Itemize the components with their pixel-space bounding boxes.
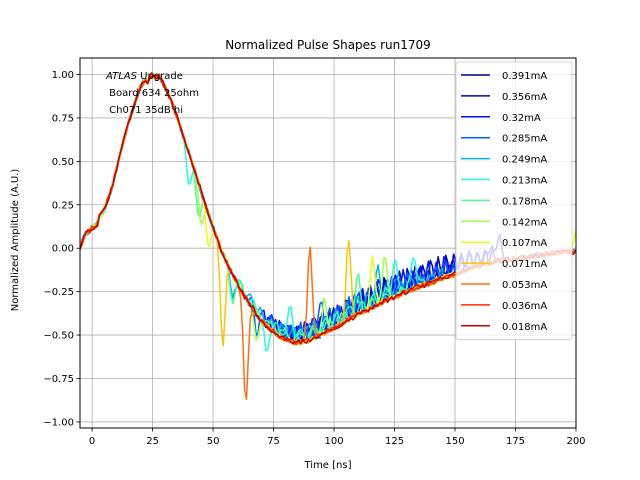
x-axis-label: Time [ns]	[303, 460, 351, 471]
legend-entry: 0.036mA	[461, 301, 547, 312]
chart-title: Normalized Pulse Shapes run1709	[225, 38, 431, 52]
annotation-line-1: ATLAS Upgrade	[105, 71, 183, 82]
legend-label: 0.071mA	[502, 259, 547, 270]
legend-entry: 0.178mA	[461, 196, 547, 207]
annotation-line-2: Board 634 25ohm	[106, 88, 199, 99]
y-tick-label: 1.00	[52, 70, 74, 81]
legend-entry: 0.249mA	[461, 155, 547, 166]
legend: 0.391mA 0.356mA 0.32mA 0.285mA 0.249mA 0.213m…	[455, 61, 573, 341]
legend-entry: 0.285mA	[461, 134, 547, 145]
legend-entry: 0.213mA	[461, 176, 547, 187]
legend-entry: 0.356mA	[461, 92, 547, 103]
legend-label: 0.107mA	[502, 238, 547, 249]
legend-entry: 0.32mA	[461, 113, 541, 124]
x-tick-label: 25	[146, 436, 159, 447]
annotation-line-3: Ch071 35dB hi	[106, 105, 183, 116]
legend-entry: 0.142mA	[461, 217, 547, 228]
legend-label: 0.178mA	[502, 196, 547, 207]
legend-box	[455, 61, 573, 341]
x-tick-label: 100	[325, 436, 344, 447]
y-tick-label: 0.50	[52, 157, 74, 168]
legend-entry: 0.107mA	[461, 238, 547, 249]
legend-label: 0.213mA	[502, 176, 547, 187]
legend-label: 0.036mA	[502, 301, 547, 312]
y-axis-ticks: 1.00 0.75 0.50 0.25 0.00 −0.25 −0.50 −0.75 −1.00	[43, 70, 80, 428]
annotation: ATLAS Upgrade Board 634 25ohm Ch071 35dB…	[105, 71, 199, 116]
x-tick-label: 50	[207, 436, 220, 447]
legend-label: 0.32mA	[502, 113, 541, 124]
annotation-atlas: ATLAS	[105, 71, 138, 82]
legend-label: 0.249mA	[502, 155, 547, 166]
x-tick-label: 150	[445, 436, 464, 447]
x-tick-label: 175	[506, 436, 525, 447]
legend-entry: 0.018mA	[461, 322, 547, 333]
axes-frame	[79, 57, 577, 429]
y-tick-label: 0.75	[52, 113, 74, 124]
legend-label: 0.391mA	[502, 71, 547, 82]
legend-entry: 0.391mA	[461, 71, 547, 82]
x-tick-label: 75	[267, 436, 280, 447]
y-tick-label: −0.50	[43, 331, 74, 342]
legend-label: 0.285mA	[502, 134, 547, 145]
y-axis-label: Normalized Amplitude (A.U.)	[10, 169, 21, 312]
x-axis-ticks: 0 25 50 75 100 125 150 175 200	[89, 428, 586, 447]
legend-entry: 0.053mA	[461, 280, 547, 291]
y-tick-label: 0.25	[52, 200, 74, 211]
legend-label: 0.053mA	[502, 280, 547, 291]
x-tick-label: 0	[89, 436, 95, 447]
y-tick-label: −0.25	[43, 287, 74, 298]
y-tick-label: −0.75	[43, 374, 74, 385]
x-tick-label: 200	[566, 436, 585, 447]
legend-label: 0.356mA	[502, 92, 547, 103]
legend-label: 0.142mA	[502, 217, 547, 228]
legend-label: 0.018mA	[502, 322, 547, 333]
annotation-upgrade: Upgrade	[137, 71, 183, 82]
x-tick-label: 125	[385, 436, 404, 447]
y-tick-label: −1.00	[43, 417, 74, 428]
legend-entry: 0.071mA	[461, 259, 547, 270]
y-tick-label: 0.00	[52, 244, 74, 255]
